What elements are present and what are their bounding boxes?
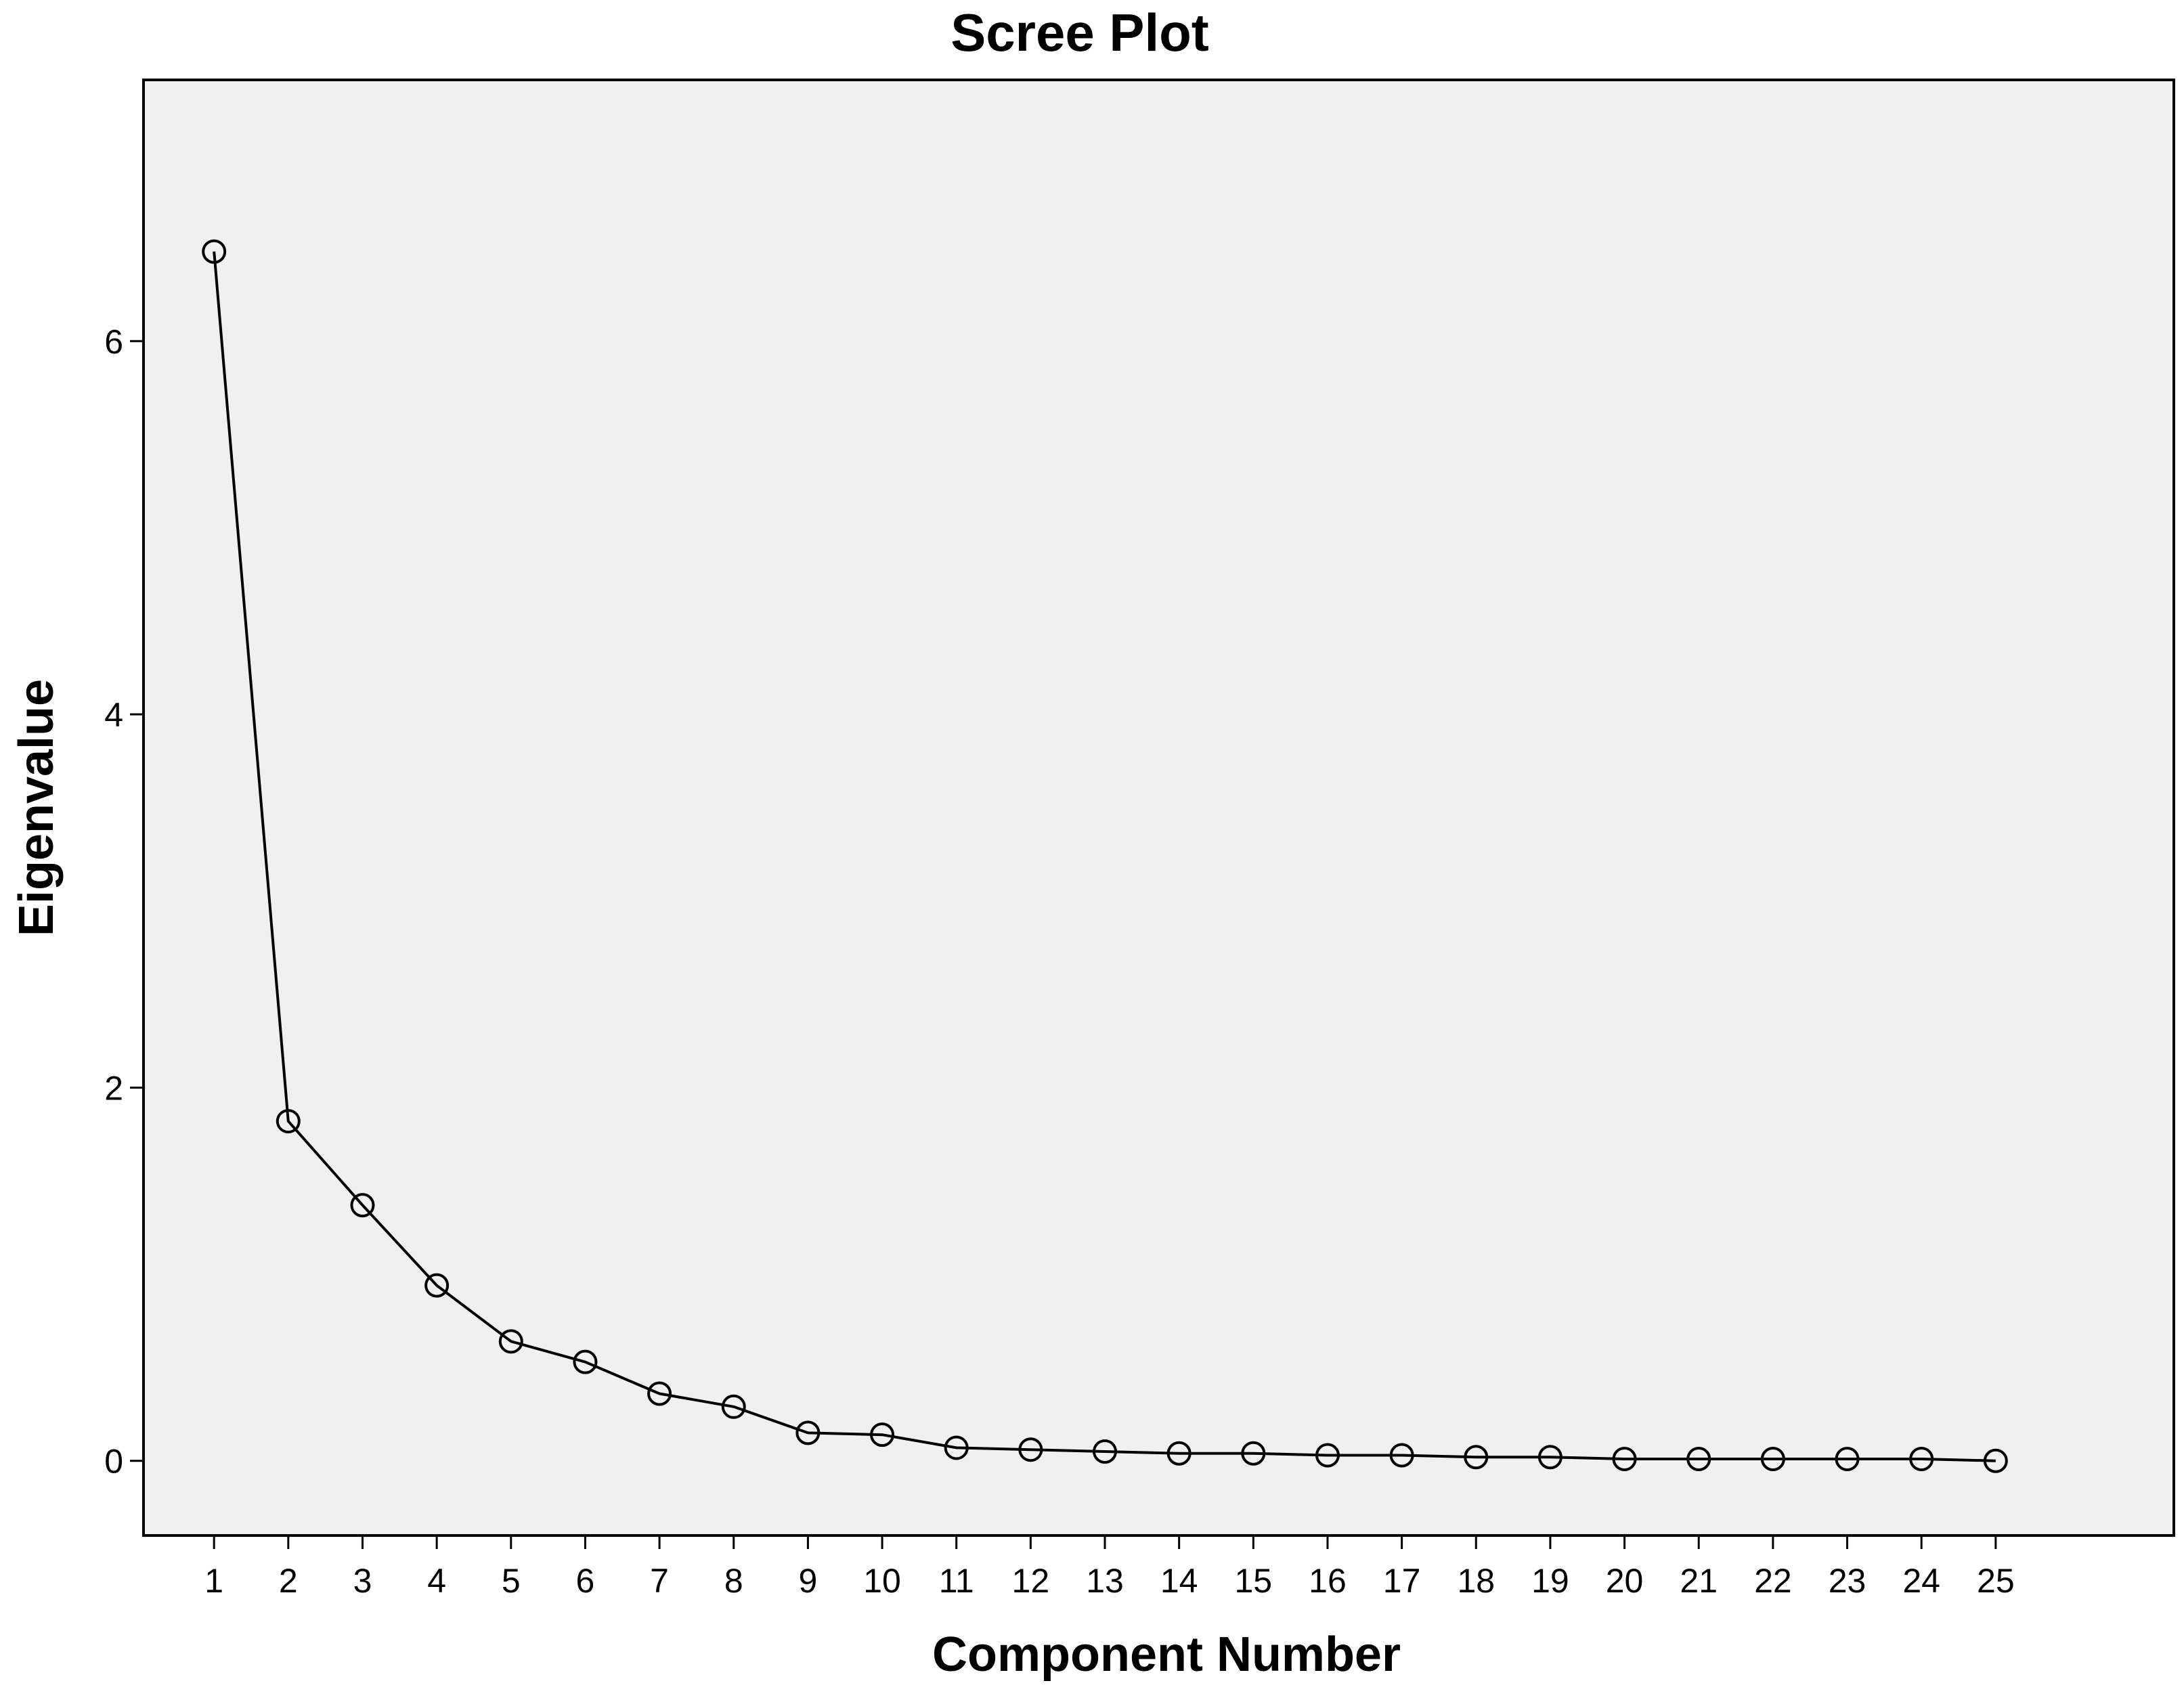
data-point-marker <box>1315 1443 1340 1468</box>
data-point-marker <box>795 1420 821 1445</box>
chart-title: Scree Plot <box>951 3 1209 62</box>
x-tick-label: 11 <box>939 1562 974 1600</box>
data-point-marker <box>870 1422 895 1447</box>
x-tick-label: 3 <box>353 1562 372 1600</box>
y-tick-label: 4 <box>104 696 123 734</box>
x-tick-label: 16 <box>1309 1562 1347 1600</box>
x-tick-label: 15 <box>1234 1562 1272 1600</box>
x-tick-label: 9 <box>798 1562 817 1600</box>
data-point-marker <box>1537 1445 1563 1470</box>
x-tick-label: 6 <box>576 1562 595 1600</box>
x-tick-label: 8 <box>724 1562 743 1600</box>
x-tick-label: 20 <box>1606 1562 1644 1600</box>
data-point-marker <box>1166 1441 1192 1466</box>
data-point-marker <box>1835 1446 1860 1471</box>
data-point-marker <box>350 1193 375 1218</box>
x-tick-label: 22 <box>1754 1562 1792 1600</box>
x-axis-title: Component Number <box>932 1628 1401 1682</box>
x-tick-label: 14 <box>1160 1562 1198 1600</box>
x-tick-label: 13 <box>1086 1562 1124 1600</box>
data-point-marker <box>1241 1441 1266 1466</box>
x-tick-label: 25 <box>1977 1562 2015 1600</box>
data-point-marker <box>1686 1446 1711 1471</box>
x-tick-label: 12 <box>1012 1562 1050 1600</box>
x-axis: 1 2 3 4 5 6 7 8 9 10 11 12 13 14 15 16 17 18 19 20 21 22 23 24 2… <box>204 1535 2015 1600</box>
data-point-marker <box>276 1109 301 1134</box>
y-axis: 0 2 4 6 <box>104 323 144 1481</box>
x-tick-label: 5 <box>502 1562 521 1600</box>
x-tick-label: 21 <box>1680 1562 1718 1600</box>
x-tick-label: 7 <box>650 1562 669 1600</box>
x-tick-label: 1 <box>204 1562 223 1600</box>
x-tick-label: 2 <box>279 1562 298 1600</box>
x-tick-label: 19 <box>1531 1562 1569 1600</box>
x-tick-label: 17 <box>1383 1562 1421 1600</box>
data-point-marker <box>1464 1445 1489 1470</box>
data-point-marker <box>202 239 227 264</box>
data-point-marker <box>1612 1446 1637 1471</box>
data-point-marker <box>1389 1443 1414 1468</box>
x-tick-label: 10 <box>863 1562 901 1600</box>
y-axis-title: Eigenvalue <box>9 679 64 936</box>
y-tick-label: 6 <box>104 323 123 361</box>
data-point-marker <box>498 1329 523 1354</box>
data-point-marker <box>721 1394 746 1419</box>
data-point-marker <box>573 1349 598 1374</box>
series-layer <box>202 239 2008 1473</box>
y-tick-label: 2 <box>104 1069 123 1107</box>
plot-area <box>142 79 2175 1537</box>
data-point-marker <box>1093 1439 1118 1464</box>
data-point-marker <box>1018 1437 1043 1462</box>
data-point-marker <box>1760 1446 1785 1471</box>
x-tick-label: 23 <box>1829 1562 1866 1600</box>
y-tick-label: 0 <box>104 1443 123 1481</box>
data-point-marker <box>1983 1448 2008 1473</box>
series-line <box>213 251 1996 1462</box>
data-point-marker <box>1909 1446 1934 1471</box>
data-point-marker <box>647 1381 672 1406</box>
data-point-marker <box>424 1273 450 1298</box>
x-tick-label: 18 <box>1457 1562 1495 1600</box>
x-tick-label: 24 <box>1902 1562 1940 1600</box>
data-point-marker <box>944 1435 969 1460</box>
x-tick-label: 4 <box>427 1562 446 1600</box>
